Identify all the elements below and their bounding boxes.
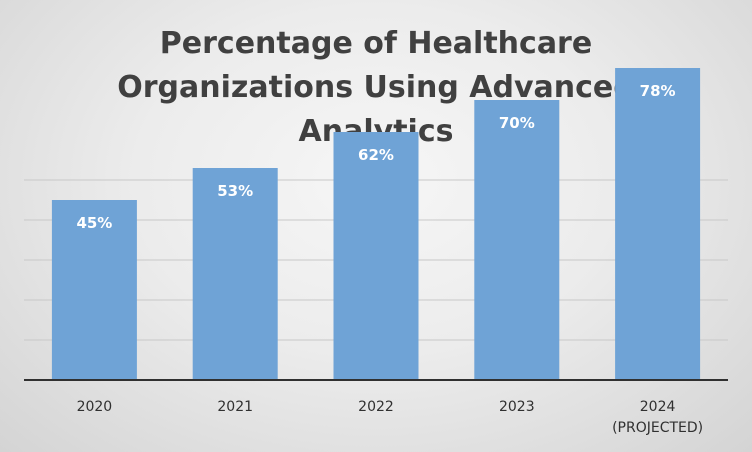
bar	[192, 168, 278, 380]
x-tick-label: 2021	[217, 399, 253, 415]
x-tick-label: 2023	[499, 399, 535, 415]
data-label: 45%	[76, 214, 112, 232]
data-label: 78%	[640, 82, 676, 100]
bar	[333, 132, 419, 380]
x-tick-labels: 2020 2021 2022 2023 2024 (PROJECTED)	[77, 399, 704, 436]
bar	[615, 68, 701, 380]
chart-title-line: Organizations Using Advanced	[117, 70, 635, 105]
data-label: 53%	[217, 182, 253, 200]
x-tick-label: (PROJECTED)	[612, 420, 703, 436]
x-tick-label: 2020	[77, 399, 113, 415]
x-tick-label: 2024	[640, 399, 676, 415]
chart-title-line: Percentage of Healthcare	[159, 26, 593, 61]
data-label: 62%	[358, 146, 394, 164]
x-tick-label: 2022	[358, 399, 394, 415]
bars	[51, 68, 701, 380]
chart-title: Percentage of Healthcare Organizations U…	[0, 22, 752, 154]
data-labels: 45% 53% 62% 70% 78%	[76, 82, 675, 232]
bar	[51, 200, 137, 380]
bar	[474, 100, 560, 380]
data-label: 70%	[499, 114, 535, 132]
